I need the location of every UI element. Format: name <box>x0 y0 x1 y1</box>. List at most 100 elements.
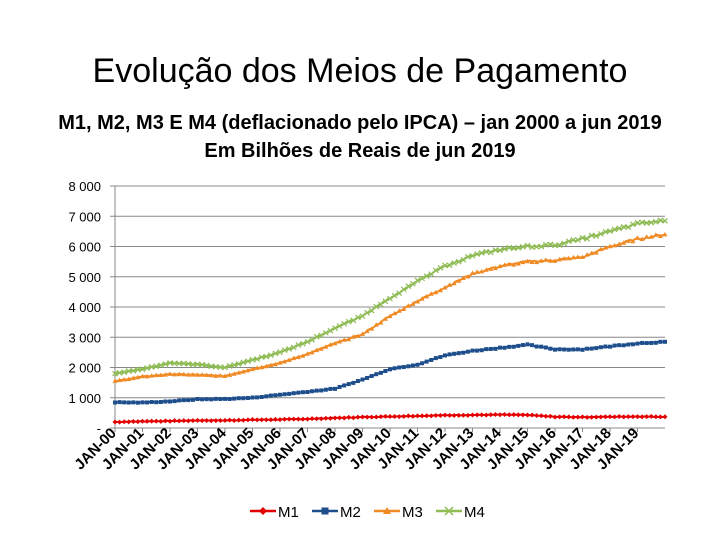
point-m2 <box>626 342 631 347</box>
point-m4 <box>373 303 380 310</box>
point-m4 <box>588 232 595 239</box>
point-m1 <box>570 414 576 420</box>
point-m1 <box>130 418 136 424</box>
point-m1 <box>538 413 544 419</box>
point-m4 <box>176 360 183 367</box>
point-m1 <box>580 414 585 420</box>
point-m3 <box>460 275 466 280</box>
point-m4 <box>290 344 297 351</box>
point-m2 <box>539 344 544 349</box>
point-m4 <box>451 260 458 267</box>
point-m2 <box>342 383 347 388</box>
point-m1 <box>382 413 388 419</box>
point-m2 <box>580 347 585 352</box>
point-m4 <box>432 267 439 274</box>
point-m1 <box>497 412 503 418</box>
point-m2 <box>310 389 315 394</box>
point-m4 <box>442 262 448 269</box>
point-m3 <box>300 353 306 358</box>
point-m2 <box>383 369 388 374</box>
point-m4 <box>299 340 306 347</box>
point-m3 <box>112 378 118 383</box>
point-m1 <box>465 412 471 418</box>
point-m1 <box>502 412 508 418</box>
point-m1 <box>268 417 274 423</box>
point-m2 <box>351 380 356 385</box>
point-m1 <box>557 414 563 420</box>
point-m4 <box>620 224 627 230</box>
point-m3 <box>566 255 572 261</box>
point-m1 <box>483 412 489 418</box>
point-m1 <box>337 415 343 421</box>
point-m3 <box>561 256 567 261</box>
point-m4 <box>487 249 494 256</box>
point-m4 <box>382 298 389 305</box>
point-m3 <box>584 252 590 257</box>
point-m3 <box>538 258 544 263</box>
point-m2 <box>456 351 461 356</box>
point-m2 <box>328 386 333 391</box>
point-m4 <box>130 367 137 374</box>
point-m1 <box>662 414 668 420</box>
point-m4 <box>574 237 581 243</box>
point-m4 <box>254 356 261 362</box>
point-m3 <box>396 308 402 313</box>
point-m2 <box>502 345 507 350</box>
point-m1 <box>213 418 219 424</box>
point-m1 <box>254 417 260 423</box>
point-m3 <box>314 347 320 353</box>
point-m4 <box>538 243 545 250</box>
y-tick-label: 4 000 <box>68 300 101 315</box>
point-m3 <box>630 238 636 244</box>
point-m4 <box>309 336 316 343</box>
point-m2 <box>227 397 232 402</box>
point-m2 <box>621 343 626 348</box>
point-m3 <box>199 372 205 377</box>
point-m2 <box>250 395 255 400</box>
point-m1 <box>520 412 526 418</box>
point-m1 <box>250 417 255 423</box>
point-m4 <box>272 350 279 357</box>
point-m1 <box>185 418 191 424</box>
point-m4 <box>446 262 453 269</box>
point-m3 <box>419 296 425 301</box>
point-m1 <box>474 412 480 418</box>
point-m2 <box>543 345 548 350</box>
point-m3 <box>323 344 329 349</box>
point-m3 <box>639 236 645 242</box>
point-m2 <box>594 346 599 351</box>
point-m3 <box>483 267 489 272</box>
point-m1 <box>451 412 457 418</box>
point-m1 <box>639 414 645 420</box>
point-m4 <box>533 243 540 250</box>
point-m4 <box>464 253 471 260</box>
point-m1 <box>488 412 494 418</box>
point-m3 <box>167 371 173 376</box>
point-m2 <box>447 352 452 357</box>
point-m3 <box>382 316 388 321</box>
point-m3 <box>401 306 407 312</box>
point-m3 <box>121 376 127 382</box>
point-m3 <box>364 328 370 334</box>
point-m2 <box>617 343 622 348</box>
point-m4 <box>524 242 531 249</box>
point-m4 <box>263 353 270 360</box>
point-m2 <box>204 397 209 402</box>
point-m4 <box>318 332 325 339</box>
point-m3 <box>410 301 416 306</box>
point-m1 <box>309 416 315 422</box>
point-m2 <box>305 390 310 395</box>
point-m3 <box>327 342 333 347</box>
point-m1 <box>208 418 214 424</box>
point-m1 <box>364 414 370 420</box>
point-m2 <box>282 392 287 397</box>
point-m4 <box>419 275 426 282</box>
point-m1 <box>272 416 278 422</box>
point-m2 <box>488 346 493 351</box>
point-m4 <box>235 360 242 367</box>
point-m4 <box>162 361 169 367</box>
point-m4 <box>478 249 485 256</box>
point-m2 <box>612 343 617 348</box>
point-m1 <box>547 413 553 419</box>
